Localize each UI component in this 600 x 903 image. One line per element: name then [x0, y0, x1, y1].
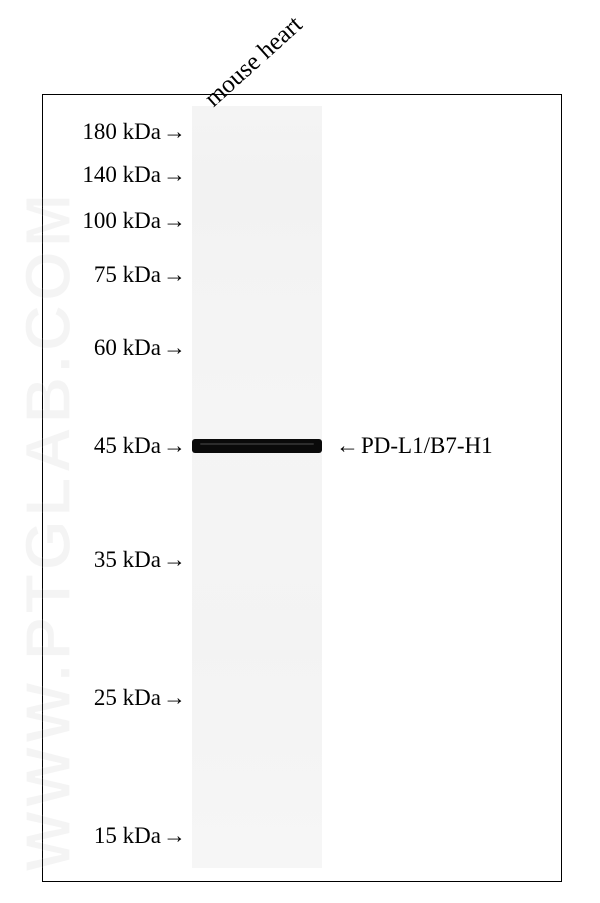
arrow-right-icon: →	[163, 335, 186, 361]
band-shine	[200, 443, 314, 446]
ladder-label: 140 kDa	[82, 162, 161, 188]
ladder-label: 25 kDa	[94, 685, 161, 711]
blot-lane	[192, 106, 322, 868]
ladder-label: 60 kDa	[94, 335, 161, 361]
ladder-row: 60 kDa→	[0, 335, 186, 361]
band-label: PD-L1/B7-H1	[361, 433, 493, 459]
ladder-label: 45 kDa	[94, 433, 161, 459]
ladder-row: 35 kDa→	[0, 547, 186, 573]
arrow-right-icon: →	[163, 547, 186, 573]
band-label-wrap: ← PD-L1/B7-H1	[336, 433, 493, 459]
ladder-label: 75 kDa	[94, 262, 161, 288]
arrow-left-icon: ←	[336, 433, 359, 459]
ladder-row: 180 kDa→	[0, 119, 186, 145]
ladder-row: 75 kDa→	[0, 262, 186, 288]
arrow-right-icon: →	[163, 433, 186, 459]
ladder-row: 140 kDa→	[0, 162, 186, 188]
blot-band	[192, 439, 322, 453]
ladder-label: 35 kDa	[94, 547, 161, 573]
arrow-right-icon: →	[163, 823, 186, 849]
ladder-label: 15 kDa	[94, 823, 161, 849]
arrow-right-icon: →	[163, 208, 186, 234]
ladder-row: 100 kDa→	[0, 208, 186, 234]
ladder-row: 25 kDa→	[0, 685, 186, 711]
arrow-right-icon: →	[163, 262, 186, 288]
ladder-label: 100 kDa	[82, 208, 161, 234]
arrow-right-icon: →	[163, 685, 186, 711]
arrow-right-icon: →	[163, 119, 186, 145]
ladder-row: 15 kDa→	[0, 823, 186, 849]
ladder-row: 45 kDa→	[0, 433, 186, 459]
ladder-label: 180 kDa	[82, 119, 161, 145]
arrow-right-icon: →	[163, 162, 186, 188]
